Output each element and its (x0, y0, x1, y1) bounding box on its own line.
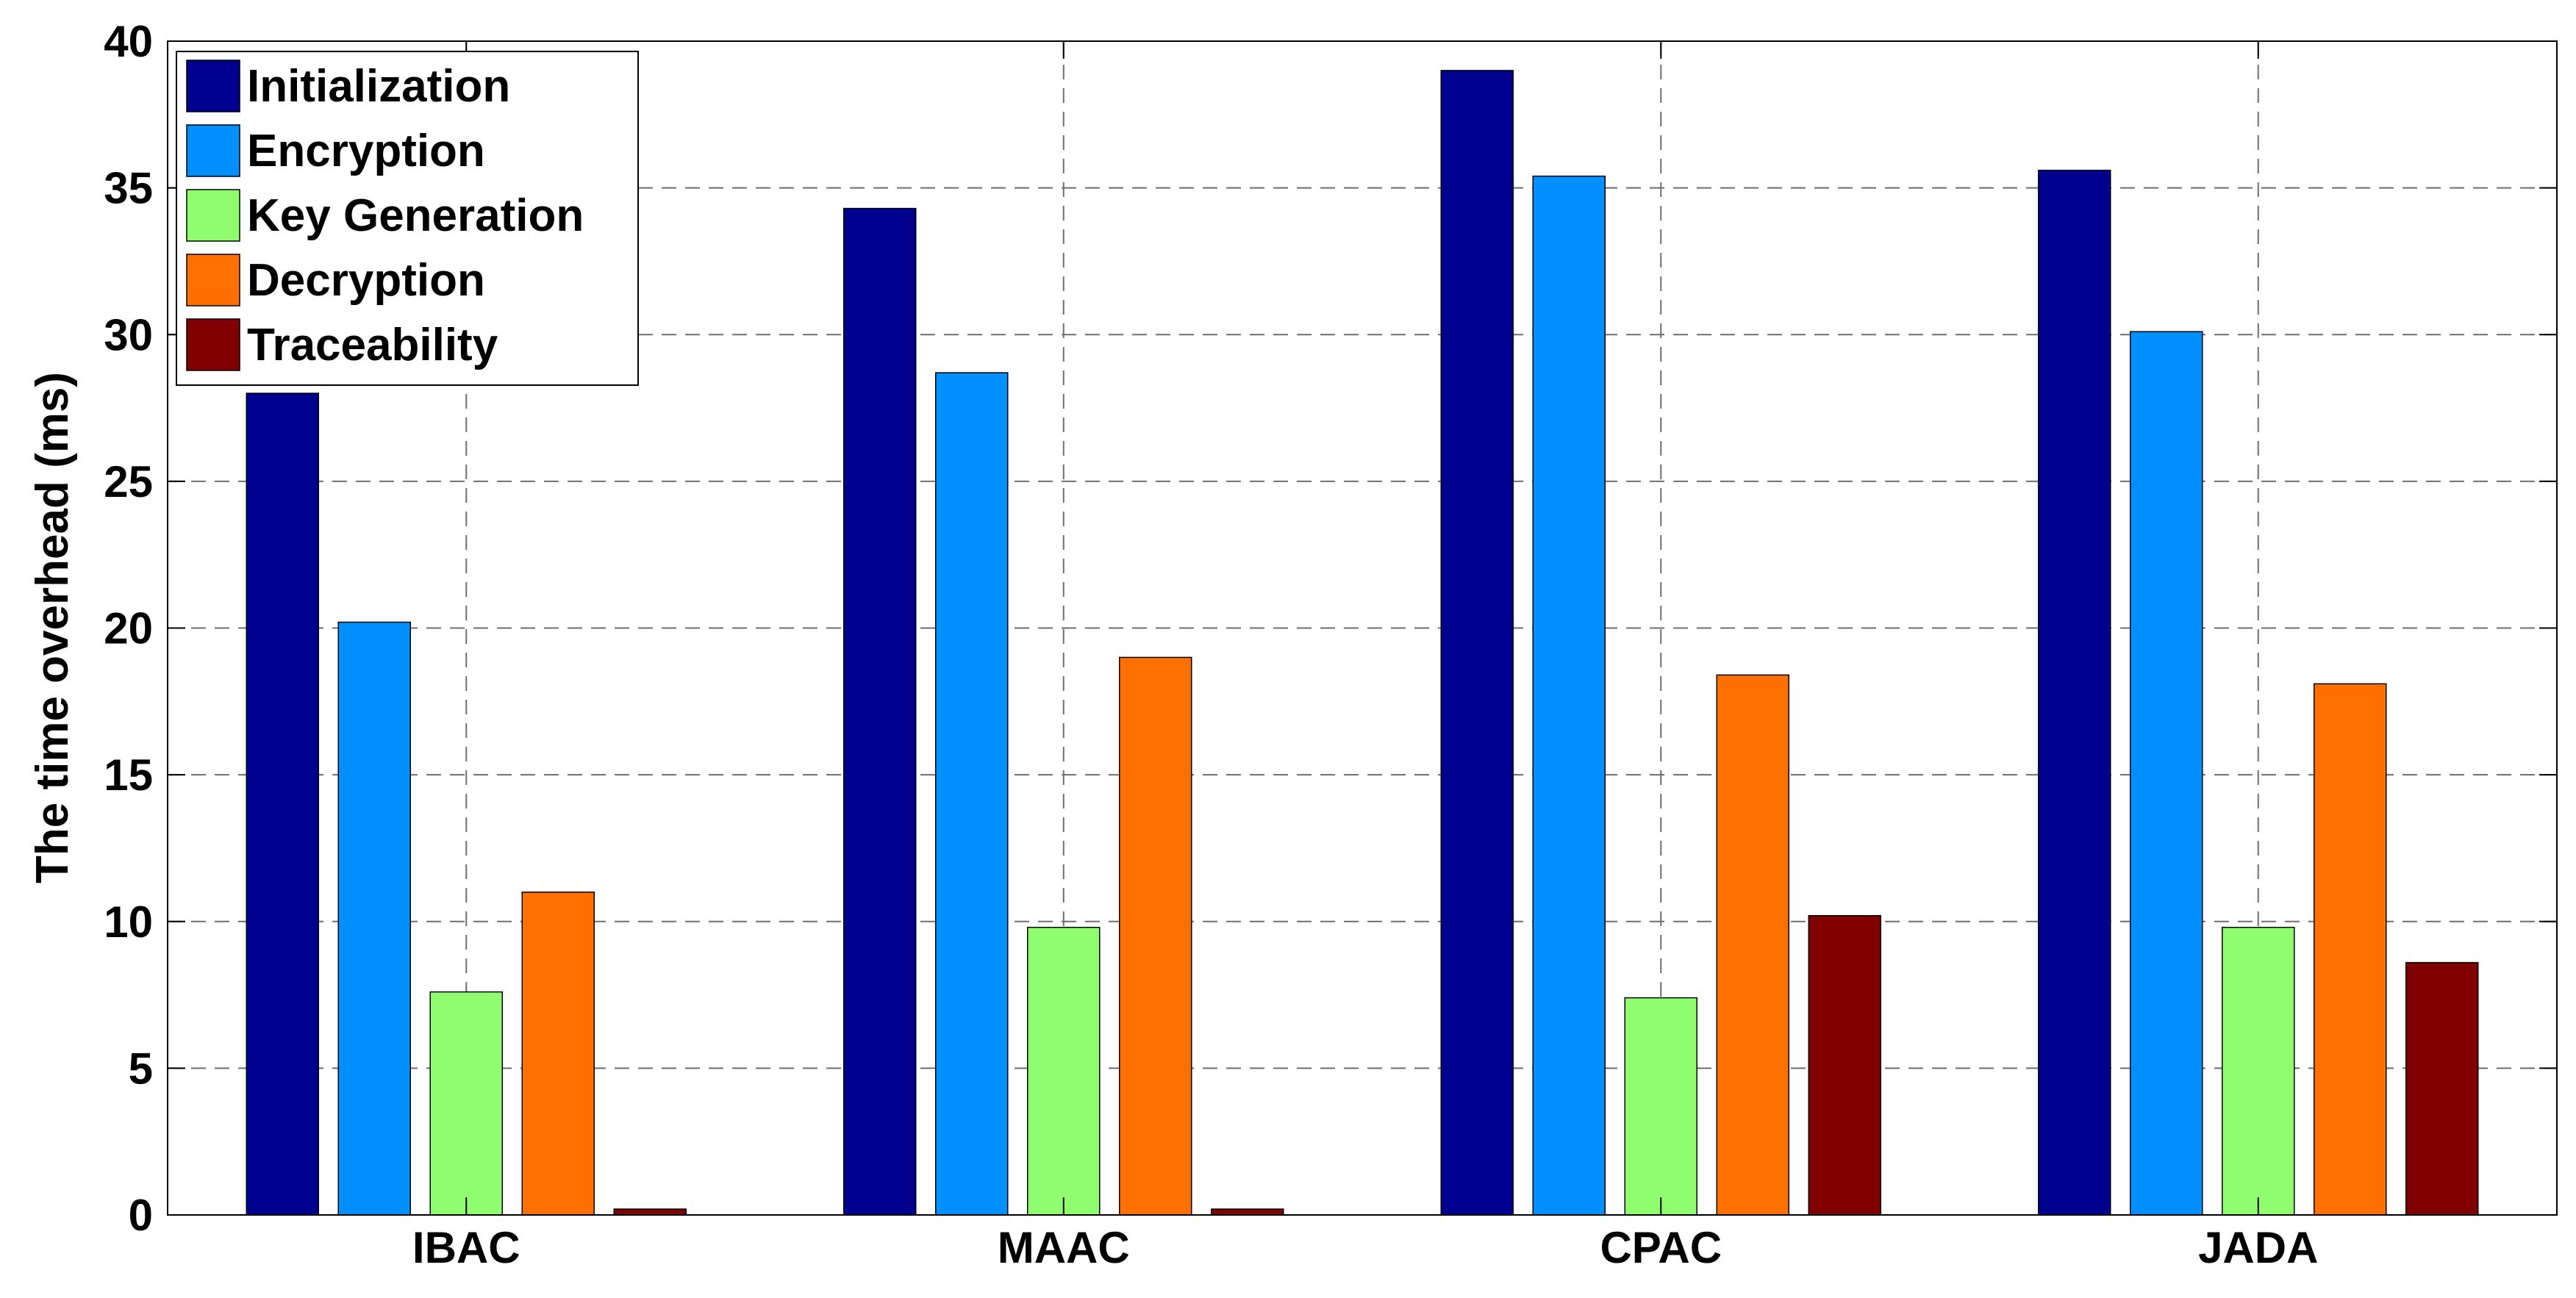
x-tick-label: IBAC (412, 1223, 520, 1272)
legend-label: Traceability (247, 320, 498, 370)
y-tick-label: 35 (104, 164, 153, 213)
bar (935, 372, 1009, 1216)
y-tick-label: 25 (104, 457, 153, 506)
y-axis-title: The time overhead (ms) (27, 372, 78, 883)
bars (246, 70, 2479, 1216)
bar (2405, 961, 2479, 1216)
y-tick-label: 0 (129, 1191, 153, 1240)
x-tick-label: CPAC (1600, 1223, 1722, 1272)
bar (2130, 331, 2203, 1216)
legend: Initialization Encryption Key Generation De… (176, 51, 639, 386)
x-tick-label: JADA (2198, 1223, 2318, 1272)
bar (1624, 997, 1697, 1216)
bar (843, 207, 917, 1216)
y-tick-label: 5 (129, 1044, 153, 1093)
y-tick-label: 10 (104, 897, 153, 947)
bar (521, 892, 595, 1216)
bar (1211, 1208, 1284, 1216)
legend-swatch (186, 254, 240, 306)
y-tick-label: 20 (104, 604, 153, 653)
bar (613, 1208, 687, 1216)
bar (1440, 70, 1514, 1216)
bar (246, 392, 319, 1216)
bar (1716, 674, 1789, 1216)
axis-ticks: 0 5 10 15 20 25 30 35 40 IBAC MAAC CPAC JADA (104, 17, 2557, 1272)
bar (2222, 926, 2295, 1216)
y-tick-label: 40 (104, 17, 153, 66)
legend-box (176, 51, 639, 386)
legend-label: Encryption (247, 126, 485, 176)
bar (337, 621, 411, 1216)
bar (1532, 175, 1606, 1216)
legend-label: Decryption (247, 255, 485, 306)
y-tick-label: 30 (104, 310, 153, 359)
bar (1808, 915, 1881, 1216)
legend-swatch (186, 124, 240, 177)
x-tick-label: MAAC (998, 1223, 1130, 1272)
legend-swatch (186, 189, 240, 242)
bar (2038, 169, 2111, 1216)
bar (1027, 926, 1101, 1216)
legend-label: Initialization (247, 61, 510, 112)
legend-swatch (186, 60, 240, 112)
legend-label: Key Generation (247, 190, 584, 241)
bar (2314, 683, 2387, 1216)
bar (1119, 656, 1192, 1216)
y-tick-label: 15 (104, 750, 153, 800)
bar (429, 991, 503, 1216)
legend-swatch (186, 318, 240, 371)
